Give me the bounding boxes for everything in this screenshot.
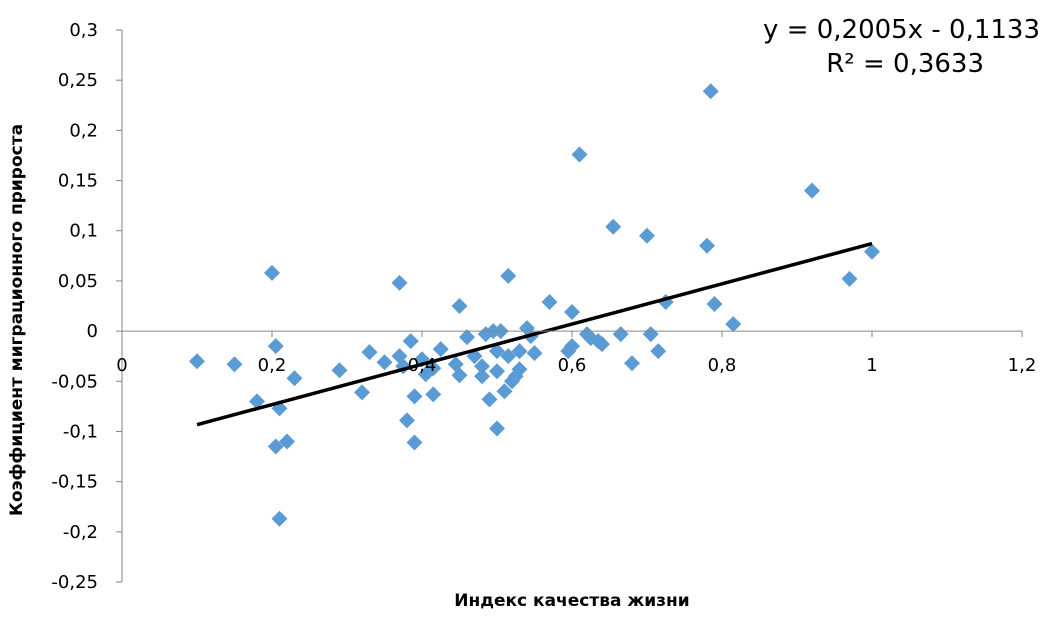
data-point: [624, 355, 640, 372]
data-point: [391, 274, 408, 291]
data-point: [376, 354, 393, 371]
x-tick-label: 1,2: [1008, 355, 1037, 376]
data-point: [605, 218, 622, 235]
data-point: [864, 243, 880, 260]
data-point: [500, 348, 517, 365]
data-point: [425, 386, 442, 403]
data-point: [650, 343, 667, 360]
data-point: [496, 383, 513, 400]
data-point: [706, 295, 723, 312]
y-ticks: 0,3 0,25 0,2 0,15 0,1 0,05 0 -0,05 -0,1 -0,15 -0,2…: [51, 20, 122, 593]
data-point: [406, 434, 423, 451]
data-point: [399, 412, 415, 429]
data-point: [526, 345, 543, 362]
data-point: [804, 182, 820, 199]
y-tick-label: -0,25: [51, 572, 98, 593]
data-point: [286, 370, 303, 387]
trendline: [196, 241, 873, 427]
data-point: [841, 270, 858, 287]
y-tick-label: 0,05: [58, 271, 98, 292]
x-tick-label: 1: [866, 355, 877, 376]
data-point: [279, 433, 295, 450]
data-point: [226, 356, 243, 373]
data-point: [361, 344, 378, 361]
data-point: [331, 362, 348, 379]
y-tick-label: 0,3: [69, 20, 98, 41]
data-point: [725, 316, 742, 333]
data-point: [489, 363, 505, 380]
data-point: [474, 368, 490, 385]
x-tick-label: 0,6: [558, 355, 587, 376]
x-tick-label: 0: [116, 355, 127, 376]
data-point: [699, 237, 715, 254]
data-point: [571, 146, 588, 163]
data-point: [511, 361, 528, 378]
data-point: [489, 343, 505, 360]
data-point: [612, 326, 629, 343]
x-tick-label: 0,8: [708, 355, 737, 376]
y-tick-label: 0,15: [58, 171, 98, 192]
data-point: [425, 360, 442, 377]
data-point: [564, 304, 580, 321]
y-axis-title: Коэффициент миграционного прироста: [7, 124, 27, 516]
x-tick-label: 0,2: [258, 355, 287, 376]
data-point: [354, 384, 370, 401]
data-point: [489, 420, 505, 437]
data-point: [639, 227, 655, 244]
data-point: [264, 264, 280, 281]
data-point: [189, 353, 205, 370]
data-point: [564, 338, 580, 355]
y-tick-label: 0,1: [69, 221, 98, 242]
data-point: [432, 341, 449, 358]
data-point: [594, 336, 610, 353]
data-point: [271, 510, 288, 527]
y-tick-label: -0,2: [63, 522, 98, 543]
trendline-equation: y = 0,2005x - 0,1133: [763, 15, 1040, 45]
y-tick-label: 0,25: [58, 70, 98, 91]
y-tick-label: -0,05: [51, 371, 98, 392]
y-tick-label: -0,1: [63, 421, 98, 442]
data-point: [511, 343, 528, 360]
data-point: [459, 329, 475, 346]
y-tick-label: -0,15: [51, 472, 98, 493]
data-point: [249, 393, 265, 410]
data-point: [541, 293, 558, 310]
data-point: [642, 326, 659, 343]
x-ticks: 0 0,2 0,4 0,6 0,8 1 1,2: [116, 331, 1036, 376]
trendline-r2: R² = 0,3633: [826, 49, 984, 79]
y-tick-label: 0: [87, 321, 98, 342]
data-point: [481, 391, 498, 408]
data-point: [406, 388, 423, 405]
data-point: [500, 267, 517, 284]
data-point: [402, 333, 419, 350]
data-point: [451, 298, 468, 314]
y-tick-label: 0,2: [69, 120, 98, 141]
data-point: [267, 438, 284, 455]
data-point: [267, 338, 284, 355]
points-layer: [189, 83, 880, 527]
data-point: [702, 83, 719, 100]
data-point: [474, 358, 490, 375]
data-point: [451, 367, 468, 384]
x-tick-label: 0,4: [408, 355, 437, 376]
x-axis-title: Индекс качества жизни: [454, 591, 689, 611]
